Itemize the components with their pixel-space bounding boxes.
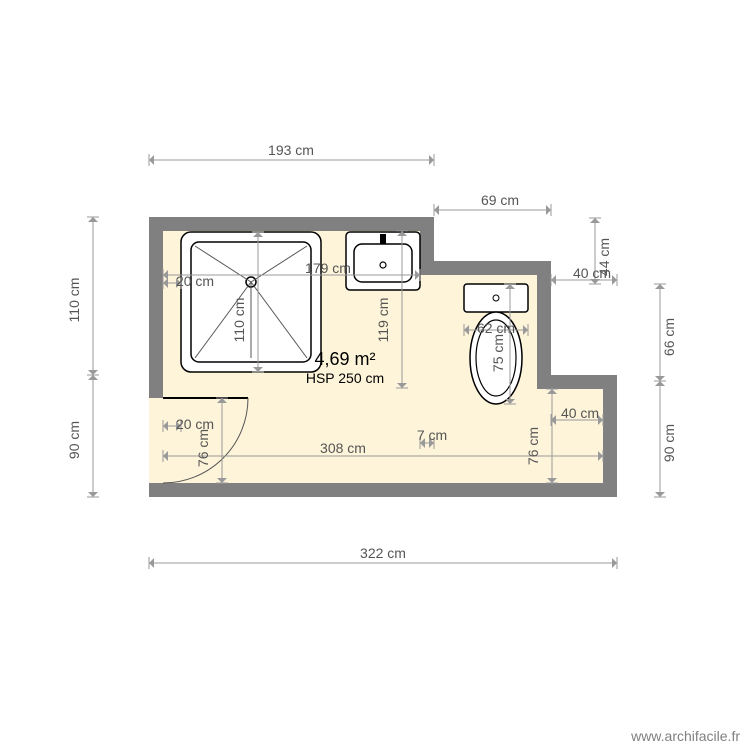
dimension-label: 76 cm [525, 427, 541, 465]
dimension-label: 7 cm [417, 427, 447, 443]
dimension-label: 62 cm [477, 320, 515, 336]
floor-plan: 193 cm69 cm44 cm40 cm66 cm90 cm110 cm90 … [0, 0, 750, 750]
dimension-label: 179 cm [305, 260, 351, 276]
dimension-label: 308 cm [320, 440, 366, 456]
dimension-label: 75 cm [490, 334, 506, 372]
dimension-top_193: 193 cm [149, 142, 434, 166]
hsp-label: HSP 250 cm [306, 370, 384, 386]
door-opening [149, 398, 163, 483]
dimension-label: 322 cm [360, 545, 406, 561]
dimension-label: 90 cm [661, 424, 677, 462]
shower-fixture [181, 232, 321, 372]
dimension-label: 110 cm [66, 278, 82, 323]
watermark-text: www.archifacile.fr [631, 728, 740, 744]
dimension-top_69: 69 cm [434, 192, 551, 216]
dimension-right_90: 90 cm [654, 381, 677, 497]
dimension-label: 40 cm [561, 405, 599, 421]
area-label: 4,69 m² [314, 349, 375, 369]
dimension-label: 20 cm [176, 273, 214, 289]
dimension-left_110: 110 cm [66, 217, 99, 375]
dimension-label: 66 cm [661, 318, 677, 356]
sink-fixture [346, 232, 420, 290]
dimension-label: 193 cm [268, 142, 314, 158]
dimension-label: 76 cm [195, 429, 211, 467]
dimension-right_66: 66 cm [654, 284, 677, 381]
dimension-left_90: 90 cm [66, 375, 99, 497]
dimension-bot_322: 322 cm [149, 545, 617, 569]
dimension-label: 40 cm [573, 265, 611, 281]
dimension-label: 90 cm [66, 421, 82, 459]
dimension-label: 69 cm [481, 192, 519, 208]
dimension-label: 110 cm [231, 298, 247, 343]
dimension-label: 119 cm [375, 298, 391, 343]
dimension-right_40t: 40 cm [551, 265, 617, 286]
